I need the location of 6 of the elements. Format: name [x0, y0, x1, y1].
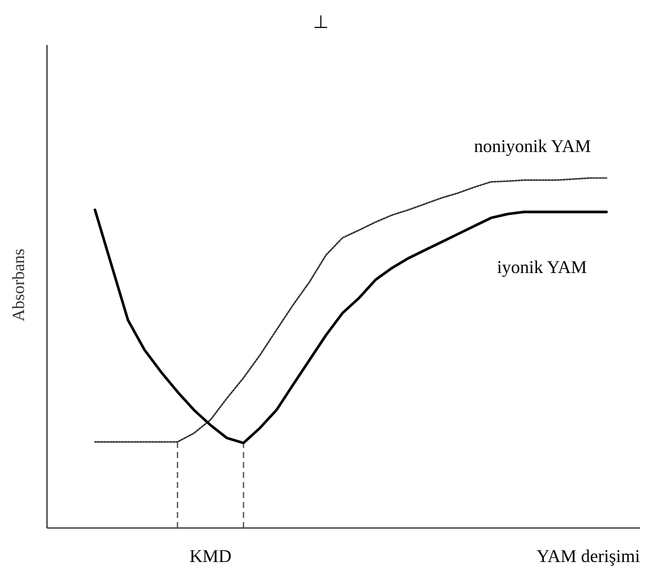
- x-axis-title: YAM derişimi: [536, 546, 640, 566]
- y-axis-title: Absorbans: [9, 248, 28, 322]
- text: ⊥: [313, 12, 329, 32]
- series-label: noniyonik YAM: [474, 136, 591, 156]
- text: KMD: [189, 546, 232, 566]
- text: iyonik YAM: [497, 257, 587, 277]
